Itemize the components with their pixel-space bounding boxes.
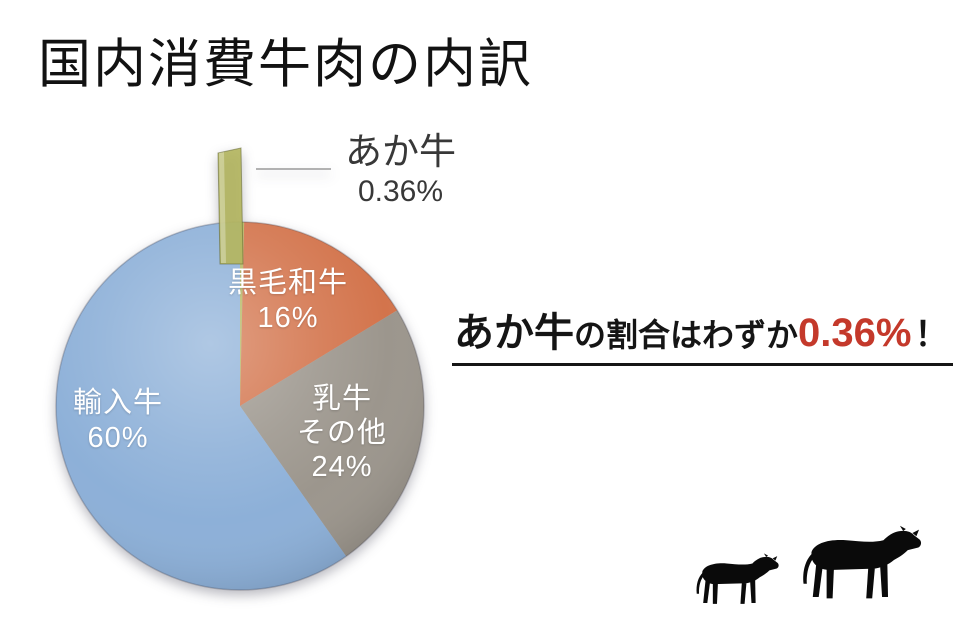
slice-label-value: 60% [87,422,149,454]
statement-banner: あか牛の割合はわずか0.36%！ [452,300,954,366]
page-title: 国内消費牛肉の内訳 [38,34,533,95]
slice-label-yunyu-gyu: 輸入牛 60% [33,386,203,456]
slice-label-value: 24% [311,451,373,483]
callout-label: あか牛 [345,131,456,172]
slice-label-text: 黒毛和牛 [227,267,348,299]
slice-label-text: その他 [296,417,387,449]
statement-lead: あか牛 [454,311,574,355]
slice-label-nyugyu-sonota: 乳牛 その他 24% [257,382,427,484]
statement-middle: の割合はわずか [574,317,799,353]
cow-icon [791,521,923,607]
statement-value: 0.36% [798,311,912,355]
callout-akaushi: あか牛 0.36% [328,130,473,210]
callout-value: 0.36% [357,175,444,208]
slice-label-text: 輸入牛 [72,387,163,419]
slice-label-text: 乳牛 [311,383,372,415]
slice-label-value: 16% [257,302,319,334]
slice-label-kuroge-wagyu: 黒毛和牛 16% [203,266,373,336]
exploded-slice-highlight [219,152,226,263]
pie-chart [55,147,425,591]
statement-exclamation: ！ [914,316,949,354]
calf-icon [688,551,780,609]
exploded-slice-akaushi [217,147,244,265]
